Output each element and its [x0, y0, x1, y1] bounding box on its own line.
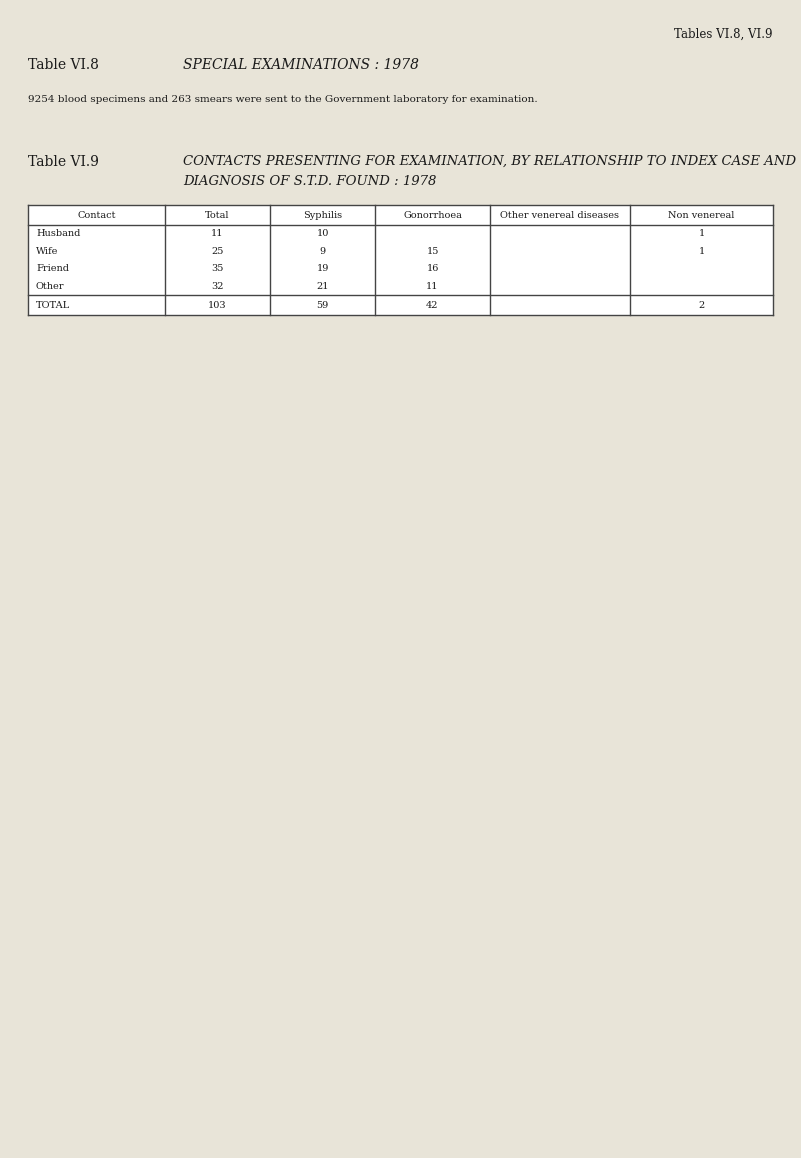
Text: Other: Other — [36, 281, 65, 291]
Text: Total: Total — [205, 211, 230, 220]
Text: Tables VI.8, VI.9: Tables VI.8, VI.9 — [674, 28, 773, 41]
Text: 25: 25 — [211, 247, 223, 256]
Text: 35: 35 — [211, 264, 223, 273]
Text: Friend: Friend — [36, 264, 69, 273]
Text: 9254 blood specimens and 263 smears were sent to the Government laboratory for e: 9254 blood specimens and 263 smears were… — [28, 95, 537, 104]
Text: 9: 9 — [320, 247, 325, 256]
Text: 1: 1 — [698, 247, 705, 256]
Text: Table VI.9: Table VI.9 — [28, 155, 99, 169]
Text: 11: 11 — [426, 281, 439, 291]
Text: 19: 19 — [316, 264, 328, 273]
Text: CONTACTS PRESENTING FOR EXAMINATION, BY RELATIONSHIP TO INDEX CASE AND: CONTACTS PRESENTING FOR EXAMINATION, BY … — [183, 155, 796, 168]
Text: Table VI.8: Table VI.8 — [28, 58, 99, 72]
Text: 10: 10 — [316, 229, 328, 239]
Text: Other venereal diseases: Other venereal diseases — [501, 211, 619, 220]
Text: Syphilis: Syphilis — [303, 211, 342, 220]
Text: SPECIAL EXAMINATIONS : 1978: SPECIAL EXAMINATIONS : 1978 — [183, 58, 419, 72]
Text: 15: 15 — [426, 247, 439, 256]
Text: Contact: Contact — [77, 211, 116, 220]
Text: TOTAL: TOTAL — [36, 300, 70, 309]
Text: 32: 32 — [211, 281, 223, 291]
Text: Non venereal: Non venereal — [668, 211, 735, 220]
Text: 21: 21 — [316, 281, 328, 291]
Bar — [28, 205, 773, 315]
Text: 1: 1 — [698, 229, 705, 239]
Text: 59: 59 — [316, 300, 328, 309]
Text: DIAGNOSIS OF S.T.D. FOUND : 1978: DIAGNOSIS OF S.T.D. FOUND : 1978 — [183, 175, 437, 188]
Text: Wife: Wife — [36, 247, 58, 256]
Text: 2: 2 — [698, 300, 705, 309]
Text: 11: 11 — [211, 229, 223, 239]
Text: 103: 103 — [208, 300, 227, 309]
Text: 42: 42 — [426, 300, 439, 309]
Text: 16: 16 — [426, 264, 439, 273]
Text: Gonorrhoea: Gonorrhoea — [403, 211, 462, 220]
Text: Husband: Husband — [36, 229, 80, 239]
